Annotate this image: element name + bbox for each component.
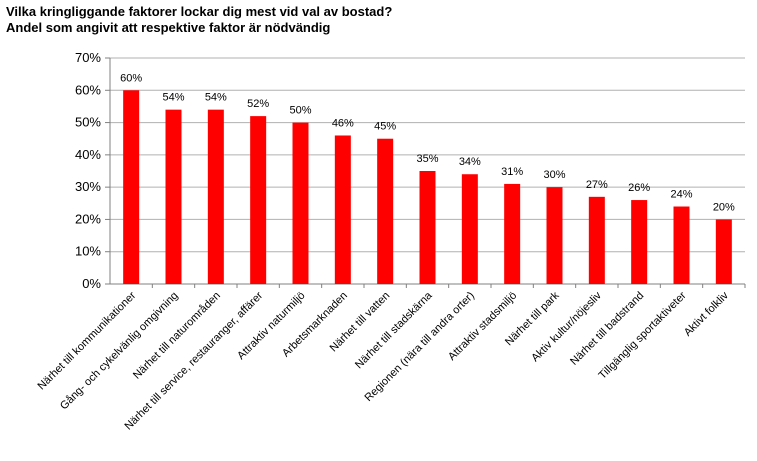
data-label: 27%	[586, 179, 608, 191]
data-label: 54%	[162, 92, 184, 104]
category-label: Närhet till badstrand	[568, 290, 646, 368]
bar	[673, 206, 690, 284]
chart-subtitle: Andel som angivit att respektive faktor …	[6, 20, 331, 35]
y-tick-label: 30%	[75, 179, 101, 194]
y-tick-label: 70%	[75, 50, 101, 65]
chart-title: Vilka kringliggande faktorer lockar dig …	[6, 4, 393, 19]
data-label: 52%	[247, 98, 269, 110]
bar	[165, 109, 182, 285]
bar	[546, 187, 563, 284]
bar	[631, 200, 648, 284]
data-label: 31%	[501, 166, 523, 178]
data-label: 26%	[628, 182, 650, 194]
y-tick-label: 10%	[75, 244, 101, 259]
bar	[504, 183, 521, 284]
y-tick-label: 50%	[75, 115, 101, 130]
y-tick-label: 20%	[75, 211, 101, 226]
bar	[207, 109, 224, 285]
bar	[461, 174, 478, 284]
bar	[715, 219, 732, 284]
data-label: 35%	[416, 153, 438, 165]
bar	[419, 171, 436, 284]
category-label: Tillgänglig sportaktiveter	[597, 289, 689, 381]
chart-title-block: Vilka kringliggande faktorer lockar dig …	[6, 4, 392, 36]
data-label: 24%	[670, 189, 692, 201]
data-label: 34%	[459, 156, 481, 168]
data-label: 60%	[120, 72, 142, 84]
data-label: 45%	[374, 121, 396, 133]
bar	[250, 116, 267, 284]
category-label: Aktiv kultur/nöjesliv	[529, 289, 604, 364]
data-label: 30%	[543, 169, 565, 181]
data-label: 20%	[713, 201, 735, 213]
data-label: 54%	[205, 92, 227, 104]
bar	[334, 135, 351, 284]
y-tick-label: 60%	[75, 82, 101, 97]
category-label: Närhet till stadskärna	[353, 289, 435, 371]
data-label: 46%	[332, 117, 354, 129]
category-label: Aktivt folkliv	[682, 289, 731, 338]
y-tick-label: 0%	[82, 276, 101, 291]
bar	[377, 138, 394, 284]
y-tick-label: 40%	[75, 147, 101, 162]
bar	[292, 122, 309, 284]
data-label: 50%	[289, 105, 311, 117]
category-label: Närhet till naturområden	[131, 290, 223, 382]
bar	[123, 90, 140, 285]
bar	[588, 196, 605, 284]
